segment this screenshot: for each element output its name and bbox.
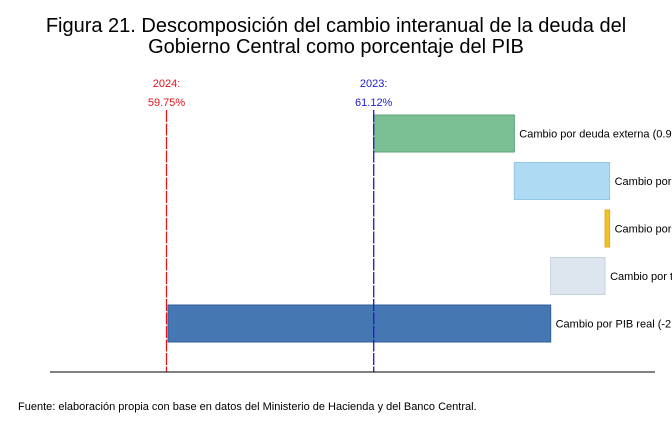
waterfall-bar: [550, 257, 606, 295]
bars-layer: [167, 114, 611, 343]
bar-label: Cambio por precios (-0.03 p.p.): [615, 224, 672, 236]
bar-label: Cambio por PIB real (-2.53 p.p.): [556, 319, 672, 331]
reference-year-label: 2024:: [153, 78, 181, 90]
waterfall-bar: [167, 304, 552, 343]
waterfall-bar: [373, 114, 515, 153]
reference-lines-layer: [165, 110, 375, 372]
bar-label: Cambio por deuda externa (0.93 p.p.): [519, 129, 672, 141]
bar-label: Cambio por deuda interna (0.63 p.p.): [615, 176, 672, 188]
labels-layer: Cambio por deuda externa (0.93 p.p.) Camb…: [148, 78, 672, 331]
chart-title: Figura 21. Descomposición del cambio int…: [0, 16, 672, 58]
waterfall-bar: [604, 209, 611, 248]
chart-title-line-2: Gobierno Central como porcentaje del PIB: [148, 36, 524, 58]
waterfall-bar: [513, 162, 611, 200]
reference-year-label: 2023:: [360, 78, 388, 90]
reference-value-label: 59.75%: [148, 97, 186, 109]
reference-value-label: 61.12%: [355, 97, 393, 109]
source-note: Fuente: elaboración propia con base en d…: [18, 401, 477, 413]
chart-title-line-1: Figura 21. Descomposición del cambio int…: [45, 15, 627, 37]
bar-label: Cambio por tipo de cambio (-0.36 p.p.): [610, 271, 672, 283]
